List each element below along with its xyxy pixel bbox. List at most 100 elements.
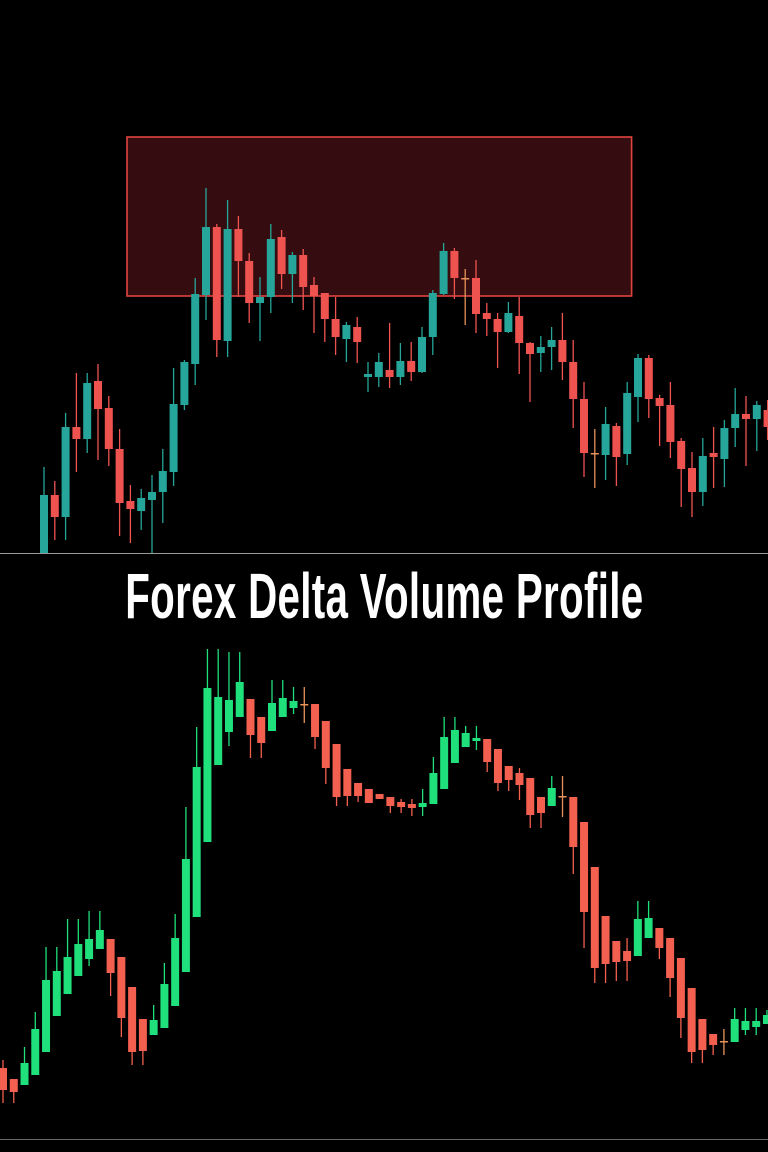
candle-body xyxy=(569,362,578,399)
candle-body xyxy=(547,788,556,806)
candle-body xyxy=(72,427,81,439)
candle-body xyxy=(698,456,707,492)
bottom-candle xyxy=(278,680,287,717)
candle-body xyxy=(472,278,480,314)
top-candle xyxy=(558,313,567,380)
candle-body xyxy=(762,1015,768,1024)
top-candle xyxy=(212,224,221,357)
top-candle xyxy=(234,216,243,297)
bottom-candle xyxy=(171,914,180,1006)
candle-body xyxy=(332,744,341,797)
candle-body xyxy=(375,794,384,799)
bottom-candle xyxy=(612,941,621,981)
bottom-candle xyxy=(440,717,449,789)
top-candle xyxy=(612,423,621,486)
candle-body xyxy=(212,227,221,340)
candle-body xyxy=(526,778,535,815)
candle-body xyxy=(397,802,406,807)
candle-body xyxy=(40,495,48,553)
candle-body xyxy=(374,362,383,377)
candle-body xyxy=(203,688,212,842)
candle-body xyxy=(612,426,621,457)
candle-body xyxy=(558,340,567,362)
top-candle xyxy=(666,382,675,458)
top-candle xyxy=(83,373,92,453)
candle-body xyxy=(429,773,438,804)
bottom-chart-canvas xyxy=(0,649,768,1103)
bottom-candle xyxy=(515,768,524,800)
bottom-candle xyxy=(181,807,190,972)
top-candle xyxy=(180,360,189,410)
candle-body xyxy=(677,441,686,469)
bottom-candle xyxy=(461,726,470,747)
candle-body xyxy=(223,229,232,341)
candle-body xyxy=(709,1034,718,1045)
bottom-candle xyxy=(687,988,696,1063)
candle-body xyxy=(85,939,94,959)
bottom-candle xyxy=(31,1012,40,1075)
candle-body xyxy=(9,1079,18,1092)
candle-body xyxy=(288,255,297,274)
bottom-candle xyxy=(526,778,535,828)
candle-body xyxy=(450,730,459,763)
top-candle xyxy=(461,269,470,325)
top-candle xyxy=(688,452,696,517)
bottom-candle xyxy=(321,721,330,784)
candle-body xyxy=(214,697,223,765)
top-candle xyxy=(331,297,340,355)
candle-body xyxy=(311,704,320,737)
bottom-candle xyxy=(633,901,642,956)
bottom-candle xyxy=(20,1047,29,1085)
candle-body xyxy=(256,297,264,303)
candle-body xyxy=(31,1029,40,1075)
bottom-candle xyxy=(268,680,276,731)
top-candle xyxy=(428,290,437,355)
bottom-candle xyxy=(730,1008,739,1042)
bottom-chart-divider xyxy=(0,1139,768,1140)
bottom-candle xyxy=(655,928,664,959)
top-candle xyxy=(439,243,448,295)
candle-body xyxy=(483,739,492,762)
bottom-candle xyxy=(192,727,201,917)
top-candle xyxy=(50,481,59,540)
candle-body xyxy=(160,984,169,1028)
candle-body xyxy=(730,1019,739,1042)
title-banner: Forex Delta Volume Profile xyxy=(0,553,768,639)
candle-body xyxy=(171,938,180,1006)
candle-body xyxy=(580,822,589,912)
candle-body xyxy=(601,424,610,455)
bottom-candle xyxy=(117,957,126,1037)
bottom-candlestick-chart xyxy=(0,560,768,1140)
candle-body xyxy=(300,704,309,706)
bottom-candle xyxy=(332,744,341,806)
candle-body xyxy=(50,495,59,517)
candle-body xyxy=(289,701,298,708)
candle-body xyxy=(580,399,588,453)
candle-body xyxy=(257,717,266,743)
candle-body xyxy=(191,294,200,364)
candle-body xyxy=(278,698,287,717)
bottom-candle xyxy=(106,939,115,996)
candle-body xyxy=(407,804,416,808)
candle-body xyxy=(601,916,610,964)
candle-body xyxy=(364,374,372,377)
resistance-zone-box xyxy=(126,136,633,297)
candle-body xyxy=(83,383,92,439)
bottom-candle xyxy=(85,911,94,966)
top-candle xyxy=(655,395,664,446)
candle-body xyxy=(515,773,524,785)
candle-body xyxy=(126,501,135,509)
bottom-candle xyxy=(472,726,481,750)
candle-body xyxy=(95,930,104,949)
bottom-candle xyxy=(63,919,72,994)
bottom-candle xyxy=(214,649,223,765)
candle-body xyxy=(158,471,167,492)
bottom-candle xyxy=(429,757,438,804)
top-candle xyxy=(245,253,254,323)
candle-body xyxy=(482,313,491,319)
top-candle xyxy=(104,396,113,466)
top-candle xyxy=(353,317,362,363)
candle-body xyxy=(299,255,308,287)
candle-body xyxy=(246,699,255,735)
candle-body xyxy=(709,453,718,457)
